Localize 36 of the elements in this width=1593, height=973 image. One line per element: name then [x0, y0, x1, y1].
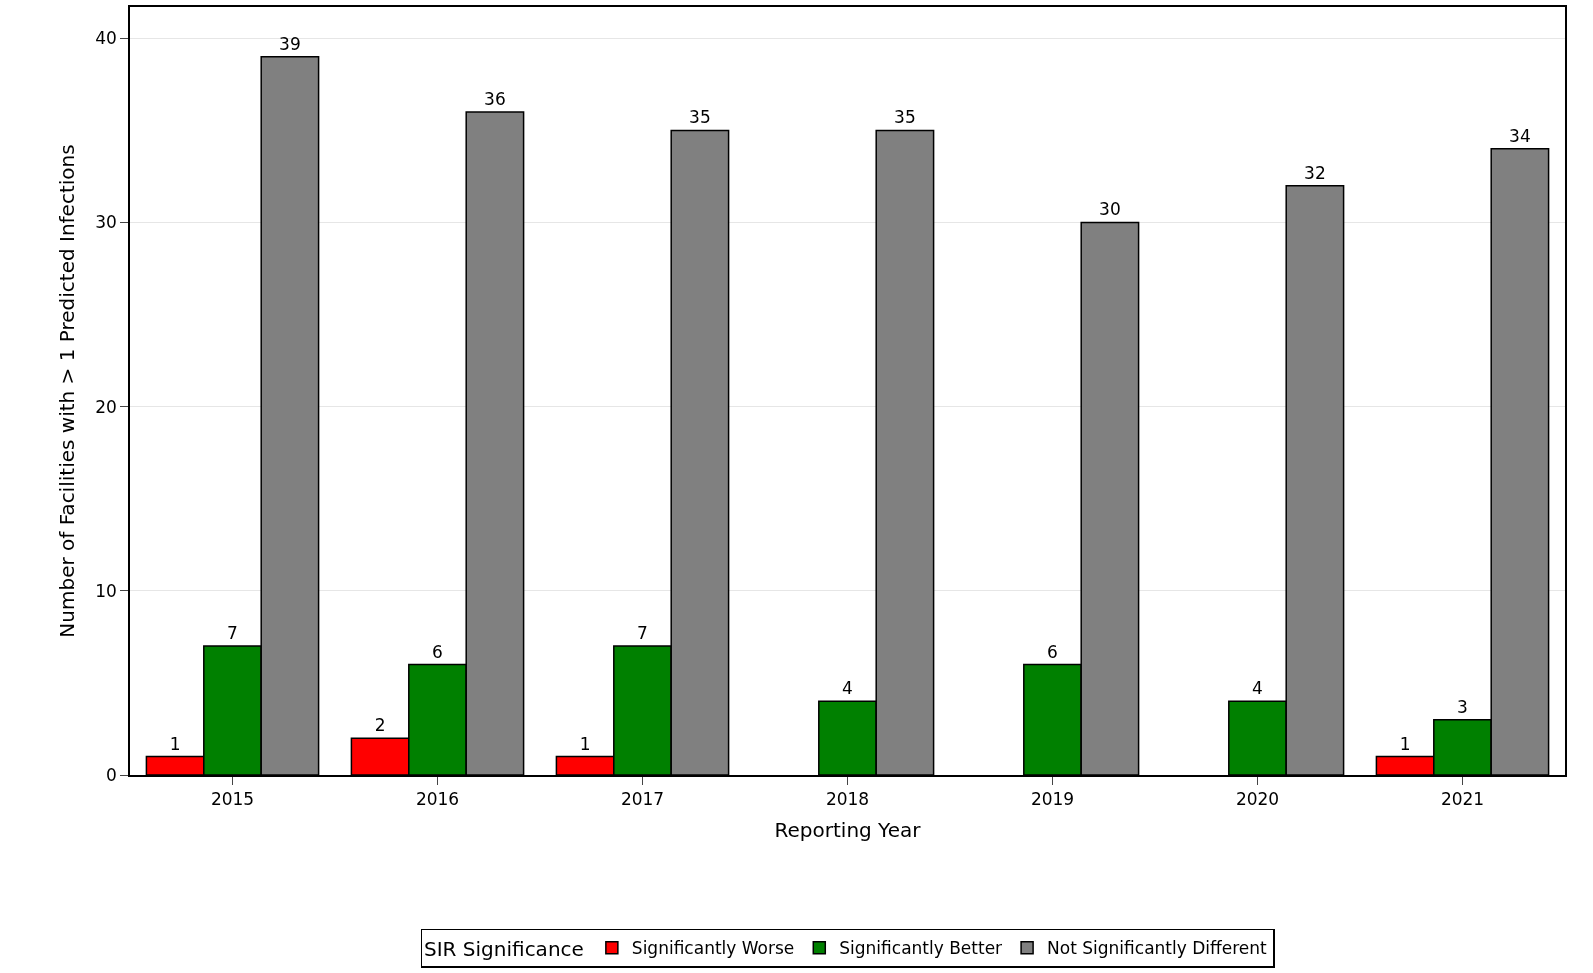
data-label: 39 [279, 33, 301, 54]
y-axis-title: Number of Facilities with > 1 Predicted Infections [55, 144, 80, 638]
data-label: 6 [1047, 641, 1058, 662]
legend-label: Significantly Worse [631, 938, 795, 959]
x-axis-title: Reporting Year [774, 818, 922, 843]
data-label: 34 [1509, 125, 1531, 146]
data-label: 4 [842, 678, 853, 699]
y-tick-label: 40 [95, 28, 117, 49]
data-label: 7 [227, 623, 238, 644]
y-tick-label: 20 [95, 396, 117, 417]
data-label: 36 [484, 88, 506, 109]
data-label: 2 [374, 715, 386, 736]
data-label: 6 [432, 641, 443, 662]
x-tick-label: 2016 [415, 789, 460, 810]
data-label: 3 [1457, 696, 1468, 717]
data-label: 32 [1304, 162, 1326, 183]
y-tick-label: 0 [106, 764, 117, 785]
y-tick-label: 10 [95, 580, 117, 601]
x-tick-label: 2020 [1235, 789, 1280, 810]
data-label: 35 [689, 107, 711, 128]
x-tick-label: 2018 [825, 789, 870, 810]
x-tick-label: 2015 [210, 789, 255, 810]
legend-label: Significantly Better [839, 938, 1003, 959]
data-label: 7 [637, 623, 648, 644]
data-label: 1 [1399, 733, 1411, 754]
data-label: 35 [894, 107, 916, 128]
data-label: 4 [1252, 678, 1263, 699]
x-tick-label: 2017 [620, 789, 665, 810]
data-label: 1 [169, 733, 181, 754]
x-tick-label: 2021 [1440, 789, 1485, 810]
data-label: 30 [1099, 199, 1121, 220]
x-tick-label: 2019 [1030, 789, 1075, 810]
y-tick-label: 30 [95, 212, 117, 233]
data-label: 1 [579, 733, 591, 754]
legend-label: Not Significantly Different [1047, 938, 1268, 959]
legend-title: SIR Significance [424, 937, 584, 962]
